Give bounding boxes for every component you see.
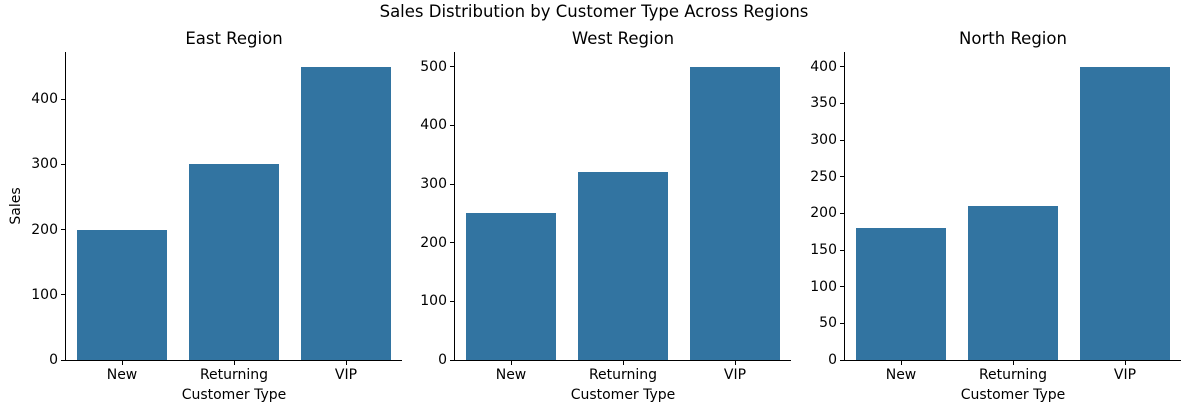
x-tick-mark bbox=[345, 361, 347, 365]
y-tick-label: 300 bbox=[810, 132, 837, 148]
y-tick-mark bbox=[840, 176, 844, 178]
y-axis-spine bbox=[454, 52, 455, 361]
y-tick-label: 200 bbox=[810, 205, 837, 222]
y-tick-mark bbox=[61, 294, 65, 296]
y-tick-mark bbox=[61, 163, 65, 165]
y-tick-label: 300 bbox=[420, 176, 447, 192]
x-tick-label: VIP bbox=[334, 367, 358, 383]
bar-new bbox=[856, 228, 946, 360]
y-tick-label: 250 bbox=[810, 168, 837, 185]
y-tick-mark bbox=[450, 242, 454, 244]
y-tick-label: 100 bbox=[420, 293, 447, 310]
x-tick-label: VIP bbox=[723, 367, 747, 383]
x-tick-mark bbox=[1124, 361, 1126, 365]
y-tick-label: 100 bbox=[810, 278, 837, 295]
y-tick-label: 0 bbox=[49, 352, 58, 368]
bar-new bbox=[77, 229, 167, 360]
bar-returning bbox=[578, 172, 668, 360]
y-tick-mark bbox=[61, 98, 65, 100]
y-tick-label: 200 bbox=[420, 234, 447, 251]
y-tick-mark bbox=[450, 124, 454, 126]
x-tick-mark bbox=[121, 361, 123, 365]
y-axis-spine bbox=[65, 52, 66, 361]
x-tick-label: New bbox=[106, 367, 138, 383]
bar-vip bbox=[1080, 66, 1170, 360]
x-axis-label: Customer Type bbox=[960, 387, 1066, 403]
y-tick-mark bbox=[840, 66, 844, 68]
y-tick-label: 150 bbox=[810, 242, 837, 258]
y-tick-label: 100 bbox=[31, 286, 58, 303]
y-tick-mark bbox=[840, 102, 844, 104]
x-tick-label: New bbox=[495, 367, 527, 383]
bar-new bbox=[466, 213, 556, 360]
bar-vip bbox=[690, 66, 780, 360]
x-tick-mark bbox=[1012, 361, 1014, 365]
y-tick-label: 350 bbox=[810, 95, 837, 112]
x-tick-label: New bbox=[885, 367, 917, 383]
bar-returning bbox=[968, 206, 1058, 360]
y-tick-mark bbox=[840, 139, 844, 141]
bar-vip bbox=[301, 66, 391, 360]
y-tick-label: 400 bbox=[420, 117, 447, 134]
y-tick-mark bbox=[61, 229, 65, 231]
y-tick-mark bbox=[450, 300, 454, 302]
y-tick-label: 300 bbox=[31, 156, 58, 173]
y-tick-mark bbox=[61, 359, 65, 361]
y-tick-mark bbox=[840, 212, 844, 214]
x-tick-mark bbox=[734, 361, 736, 365]
y-tick-mark bbox=[840, 249, 844, 251]
bar-returning bbox=[189, 164, 279, 360]
x-axis-label: Customer Type bbox=[570, 387, 676, 403]
x-tick-label: Returning bbox=[978, 367, 1048, 383]
x-tick-label: VIP bbox=[1113, 367, 1137, 383]
x-tick-mark bbox=[900, 361, 902, 365]
y-tick-mark bbox=[840, 322, 844, 324]
y-tick-label: 500 bbox=[420, 58, 447, 75]
x-axis-spine bbox=[454, 360, 791, 361]
y-tick-label: 50 bbox=[819, 315, 837, 332]
x-axis-spine bbox=[844, 360, 1181, 361]
y-tick-label: 0 bbox=[438, 352, 447, 368]
y-tick-mark bbox=[450, 183, 454, 185]
y-tick-label: 0 bbox=[828, 352, 837, 368]
subplot-title: East Region bbox=[185, 29, 283, 48]
x-axis-label: Customer Type bbox=[181, 387, 287, 403]
y-axis-label: Sales bbox=[8, 187, 24, 225]
y-tick-mark bbox=[840, 359, 844, 361]
figure-title: Sales Distribution by Customer Type Acro… bbox=[379, 2, 809, 21]
x-tick-label: Returning bbox=[199, 367, 269, 383]
x-tick-mark bbox=[622, 361, 624, 365]
y-tick-label: 400 bbox=[31, 91, 58, 108]
subplot-title: North Region bbox=[959, 29, 1067, 48]
y-tick-mark bbox=[450, 66, 454, 68]
y-tick-mark bbox=[450, 359, 454, 361]
x-tick-mark bbox=[510, 361, 512, 365]
y-tick-mark bbox=[840, 286, 844, 288]
y-tick-label: 200 bbox=[31, 221, 58, 238]
x-tick-mark bbox=[233, 361, 235, 365]
y-tick-label: 400 bbox=[810, 58, 837, 75]
y-axis-spine bbox=[844, 52, 845, 361]
subplot-title: West Region bbox=[571, 29, 675, 48]
x-tick-label: Returning bbox=[588, 367, 658, 383]
x-axis-spine bbox=[65, 360, 402, 361]
